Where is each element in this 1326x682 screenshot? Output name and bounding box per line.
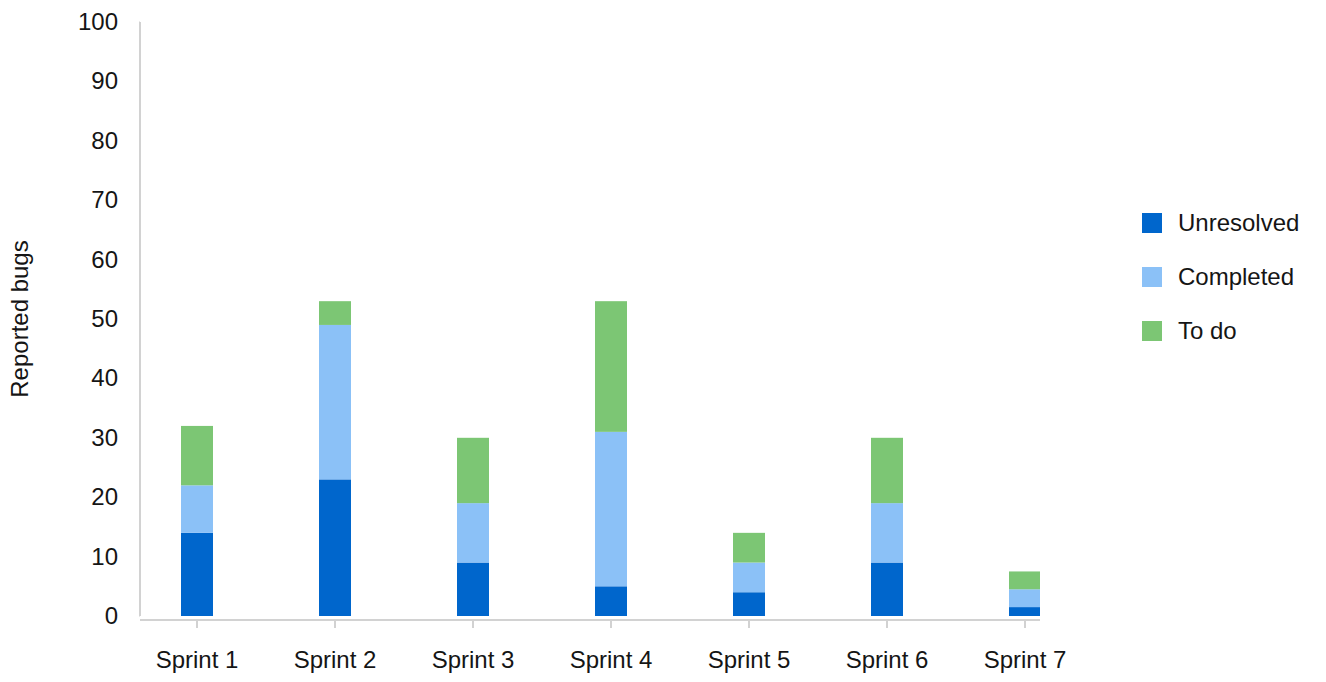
y-tick-label: 60 (91, 246, 118, 273)
bar (457, 438, 489, 503)
y-tick-label: 100 (78, 8, 118, 35)
x-tick-label: Sprint 7 (984, 646, 1067, 673)
bar (319, 301, 351, 325)
bar (733, 563, 765, 593)
bar (871, 438, 903, 503)
bar (871, 563, 903, 616)
x-tick-label: Sprint 3 (432, 646, 515, 673)
legend-label: Unresolved (1178, 209, 1299, 236)
bar (1009, 589, 1040, 607)
x-tick (334, 621, 336, 628)
y-tick-label: 80 (91, 127, 118, 154)
x-tick-label: Sprint 6 (846, 646, 929, 673)
legend-swatch (1142, 321, 1162, 341)
bar (457, 563, 489, 616)
y-axis-title: Reported bugs (6, 240, 33, 397)
bar (181, 533, 213, 616)
bar (1009, 571, 1040, 589)
bar (595, 301, 627, 432)
x-tick (196, 621, 198, 628)
y-tick-label: 70 (91, 186, 118, 213)
x-tick-label: Sprint 5 (708, 646, 791, 673)
bar (733, 592, 765, 616)
bar (595, 586, 627, 616)
legend-label: Completed (1178, 263, 1294, 290)
x-tick (1024, 621, 1026, 628)
y-tick-label: 50 (91, 305, 118, 332)
x-tick (472, 621, 474, 628)
x-tick (748, 621, 750, 628)
y-tick-label: 30 (91, 424, 118, 451)
x-axis (140, 619, 1040, 621)
chart: 0 10 20 30 40 50 60 70 80 90 100 Reported bugs Sprin… (0, 0, 1326, 682)
bar (319, 479, 351, 616)
bar (457, 503, 489, 562)
bar (871, 503, 903, 562)
bar (319, 325, 351, 479)
bar (181, 426, 213, 485)
legend-label: To do (1178, 317, 1237, 344)
y-tick-label: 0 (105, 602, 118, 629)
bars (181, 301, 1040, 616)
bar (733, 533, 765, 563)
y-tick-label: 10 (91, 543, 118, 570)
x-tick-label: Sprint 4 (570, 646, 653, 673)
x-tick-label: Sprint 2 (294, 646, 377, 673)
y-tick-label: 40 (91, 364, 118, 391)
y-tick-label: 90 (91, 67, 118, 94)
bar (595, 432, 627, 586)
bar (181, 485, 213, 533)
y-axis (139, 22, 141, 616)
x-tick (610, 621, 612, 628)
x-tick-label: Sprint 1 (156, 646, 239, 673)
legend-swatch (1142, 267, 1162, 287)
y-tick-label: 20 (91, 483, 118, 510)
bar (1009, 607, 1040, 616)
x-tick (886, 621, 888, 628)
legend-swatch (1142, 213, 1162, 233)
